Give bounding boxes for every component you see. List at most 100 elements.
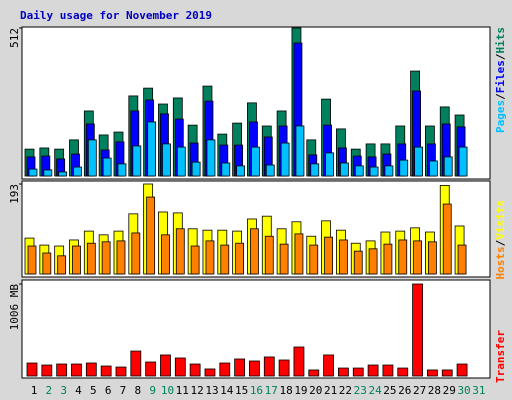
bar (235, 242, 245, 275)
bar (309, 244, 319, 275)
bar (162, 143, 171, 177)
bar (190, 245, 200, 275)
bar (57, 255, 67, 275)
bar (398, 239, 408, 275)
bar (352, 367, 364, 377)
bar (101, 241, 111, 275)
bar (87, 139, 97, 177)
x-tick-label: 23 (354, 384, 367, 397)
bar (250, 228, 259, 275)
bar (397, 367, 409, 377)
bar (308, 369, 320, 377)
bar (339, 239, 348, 275)
bar (458, 146, 468, 177)
bar (279, 243, 289, 275)
bar (234, 358, 246, 377)
x-tick-label: 12 (191, 384, 204, 397)
x-tick-label: 13 (205, 384, 218, 397)
x-tick-label: 16 (250, 384, 263, 397)
legend-separator: / (494, 93, 507, 100)
bar (295, 125, 305, 177)
bar (146, 196, 156, 275)
legend-separator: / (494, 239, 507, 246)
bar (441, 369, 453, 377)
x-tick-label: 5 (90, 384, 97, 397)
bar (219, 362, 231, 377)
bar (102, 157, 112, 177)
bar (206, 139, 216, 177)
bar (412, 283, 423, 377)
bar (42, 252, 52, 275)
legend-entry: Hosts (494, 246, 507, 279)
series-legend: Transfer (494, 330, 507, 383)
bar (264, 235, 274, 275)
bar (56, 363, 68, 377)
series-legend: Pages/Files/Hits (494, 27, 507, 133)
chart-title: Daily usage for November 2019 (20, 9, 212, 22)
x-tick-label: 14 (220, 384, 234, 397)
bar (221, 162, 231, 177)
bar (26, 362, 38, 377)
bar (384, 165, 394, 177)
x-tick-label: 3 (60, 384, 67, 397)
bar (27, 245, 37, 275)
x-tick-label: 22 (339, 384, 352, 397)
bar (442, 203, 452, 275)
bar (71, 363, 82, 377)
bar (176, 146, 186, 177)
bar (457, 244, 467, 275)
y-tick-label: 193 (8, 184, 21, 204)
bar (130, 350, 142, 377)
bar (58, 171, 68, 177)
x-tick-label: 27 (413, 384, 426, 397)
bar (368, 248, 378, 275)
bar (338, 367, 349, 377)
bar (115, 366, 127, 377)
bar (369, 166, 379, 177)
bar (367, 364, 379, 377)
bar (100, 365, 112, 377)
bar (382, 364, 394, 377)
bar (161, 234, 170, 275)
bar (428, 241, 437, 275)
bar (189, 363, 201, 377)
x-tick-label: 19 (294, 384, 307, 397)
bar (160, 354, 171, 377)
bar (205, 240, 215, 275)
bar (132, 145, 142, 177)
bar (117, 163, 127, 177)
x-tick-label: 21 (324, 384, 337, 397)
x-tick-label: 2 (46, 384, 53, 397)
bar (41, 364, 53, 377)
bar (280, 142, 290, 177)
bar (293, 346, 305, 377)
bar (399, 159, 409, 177)
bar (73, 166, 82, 177)
bar (278, 359, 290, 377)
bar (456, 363, 468, 377)
bar (175, 228, 185, 275)
x-tick-label: 15 (235, 384, 248, 397)
bar (354, 165, 364, 177)
bar (249, 360, 260, 377)
x-tick-label: 20 (309, 384, 322, 397)
bar (116, 240, 126, 275)
x-tick-label: 4 (75, 384, 82, 397)
x-tick-label: 1 (31, 384, 38, 397)
bar (429, 160, 438, 177)
bar (43, 169, 53, 177)
bar (28, 168, 38, 177)
bar (220, 244, 230, 275)
x-tick-label: 7 (120, 384, 127, 397)
x-tick-label: 30 (457, 384, 470, 397)
legend-entry: Pages (494, 100, 507, 133)
bar (236, 165, 246, 177)
bar (325, 152, 335, 177)
bar (427, 369, 438, 377)
bar (353, 250, 363, 275)
bar (265, 164, 275, 177)
x-tick-label: 6 (105, 384, 112, 397)
bar (251, 146, 260, 177)
x-tick-label: 8 (134, 384, 141, 397)
